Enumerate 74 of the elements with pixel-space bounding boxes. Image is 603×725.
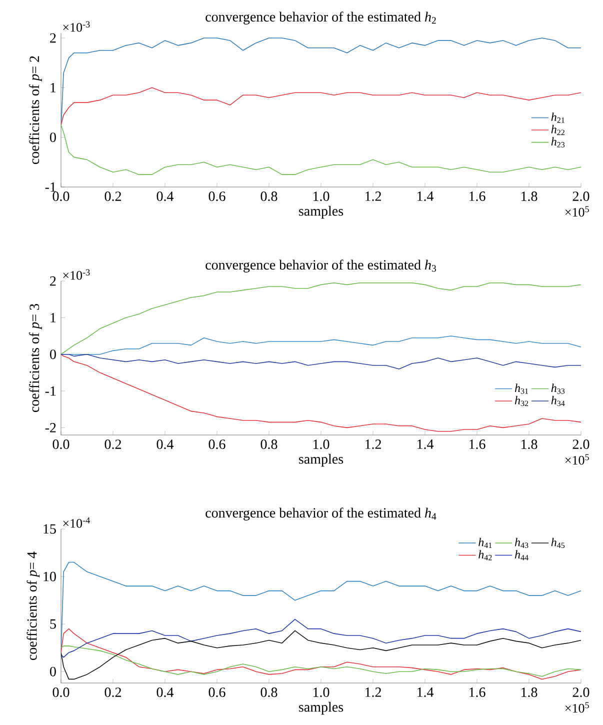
x-tick-label: 1.6 xyxy=(469,192,486,202)
x-tick-label: 0.8 xyxy=(260,688,278,698)
y-tick-label: 5 xyxy=(50,619,56,629)
x-tick-label: 1.8 xyxy=(521,688,538,698)
x-tick-label: 0.6 xyxy=(208,440,226,450)
x-tick-label: 0.6 xyxy=(208,192,226,202)
y-tick-label: 15 xyxy=(44,524,56,534)
x-tick-label: 1.4 xyxy=(417,688,434,697)
x-tick-label: 0.2 xyxy=(104,192,121,202)
x-tick-label: 0.4 xyxy=(156,192,174,202)
x-tick-label: 1.2 xyxy=(365,192,381,202)
x-tick-label: 1.6 xyxy=(469,688,486,698)
text: ×10$^{5}$ xyxy=(565,702,589,713)
x-tick-label: 1.2 xyxy=(365,440,381,450)
x-axis-title: samples xyxy=(299,206,344,219)
legend-label: h$_{33}$ xyxy=(551,384,565,394)
y-axis-title: coefficients of p= 3 xyxy=(29,304,42,412)
x-tick-label: 0.0 xyxy=(52,688,70,698)
x-tick-label: 2.0 xyxy=(572,440,590,450)
chart-title: convergence behavior of the estimated h$_{2}$ xyxy=(206,12,436,24)
legend-label: h$_{31}$ xyxy=(514,384,528,394)
x-tick-label: 1.0 xyxy=(313,192,330,202)
x-tick-label: 0.6 xyxy=(208,688,226,698)
x-tick-label: 2.0 xyxy=(572,688,590,698)
legend-label: h$_{42}$ xyxy=(478,550,492,560)
legend-label: h$_{34}$ xyxy=(551,396,565,406)
x-tick-label: 0.0 xyxy=(52,440,70,450)
y-tick-label: -1 xyxy=(45,182,56,192)
y-tick-label: -1 xyxy=(45,386,56,396)
text: ×10$^{5}$ xyxy=(565,206,589,217)
x-tick-label: 0.2 xyxy=(104,440,121,450)
x-tick-label: 1.0 xyxy=(313,440,330,450)
x-tick-label: 0.4 xyxy=(156,688,174,698)
y-tick-label: 2 xyxy=(50,276,56,286)
legend-label: h$_{44}$ xyxy=(514,550,528,560)
line-series xyxy=(61,646,582,677)
y-tick-label: 0 xyxy=(50,132,56,142)
x-tick-label: 0.2 xyxy=(104,688,121,698)
legend-label: h$_{23}$ xyxy=(551,137,565,148)
text: ×10$^{-3}$ xyxy=(63,21,90,32)
y-tick-label: 10 xyxy=(44,572,56,582)
text: ×10$^{5}$ xyxy=(565,454,589,465)
legend-label: h$_{22}$ xyxy=(551,124,564,136)
y-axis-title: coefficients of p= 4 xyxy=(26,552,40,660)
x-axis-title: samples xyxy=(299,454,344,467)
y-tick-label: 1 xyxy=(50,313,56,322)
legend-label: h$_{32}$ xyxy=(514,396,528,406)
x-tick-label: 0.8 xyxy=(260,192,278,202)
x-axis-title: samples xyxy=(299,702,344,715)
x-tick-label: 0.8 xyxy=(260,440,278,450)
x-tick-label: 0.0 xyxy=(52,192,70,202)
x-tick-label: 1.4 xyxy=(417,192,434,201)
x-tick-label: 0.4 xyxy=(156,440,174,450)
x-tick-label: 1.8 xyxy=(521,440,538,450)
x-tick-label: 1.4 xyxy=(417,440,434,449)
y-tick-label: 0 xyxy=(50,666,56,676)
y-tick-label: 0 xyxy=(50,350,56,360)
y-tick-label: 1 xyxy=(50,83,56,92)
y-axis-title: coefficients of p= 2 xyxy=(29,56,42,164)
x-tick-label: 1.6 xyxy=(469,440,486,450)
x-tick-label: 1.2 xyxy=(365,688,381,698)
legend-label: h$_{45}$ xyxy=(551,538,565,548)
chart-title: convergence behavior of the estimated h$_{3}$ xyxy=(206,260,436,272)
text: ×10$^{-3}$ xyxy=(63,269,90,280)
x-tick-label: 1.0 xyxy=(313,688,330,698)
text: ×10$^{-4}$ xyxy=(63,517,90,528)
y-tick-label: -2 xyxy=(45,423,56,432)
legend-label: h$_{43}$ xyxy=(514,538,528,548)
legend-label: h$_{21}$ xyxy=(551,112,564,123)
legend-label: h$_{41}$ xyxy=(478,538,492,548)
x-tick-label: 2.0 xyxy=(572,192,590,202)
chart-title: convergence behavior of the estimated h$_{4}$ xyxy=(206,508,436,520)
y-tick-label: 2 xyxy=(50,33,56,43)
x-tick-label: 1.8 xyxy=(521,192,538,202)
